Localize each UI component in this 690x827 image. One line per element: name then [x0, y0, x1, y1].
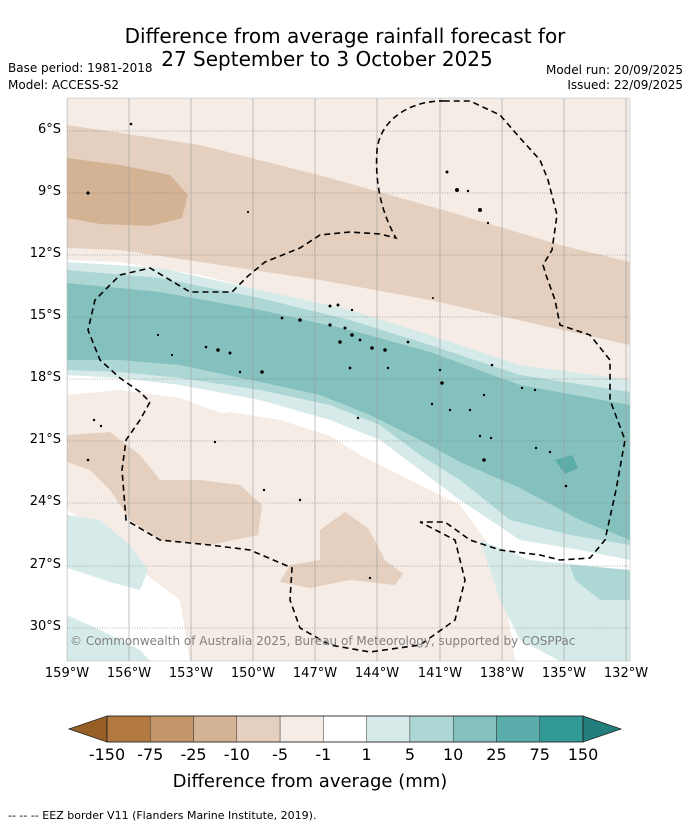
latitude-label: 12°S	[29, 246, 61, 261]
dry-patch-south-center	[280, 512, 403, 588]
dry-band-north-moderate	[67, 125, 630, 345]
legend-arrow-high	[582, 715, 623, 743]
longitude-label: 138°W	[479, 666, 525, 681]
longitude-label: 156°W	[106, 666, 152, 681]
model-label: Model: ACCESS-S2	[8, 78, 120, 92]
islands	[86, 122, 568, 580]
legend-tick-label: 150	[567, 745, 599, 764]
latitude-label: 27°S	[29, 557, 61, 572]
latitude-label: 15°S	[29, 308, 61, 323]
legend-bin	[496, 715, 540, 743]
longitude-label: 147°W	[292, 666, 338, 681]
latitude-label: 30°S	[29, 619, 61, 634]
legend-bin	[539, 715, 584, 743]
legend-bin	[279, 715, 324, 743]
legend-bin	[193, 715, 238, 743]
map-title-line1: Difference from average rainfall forecas…	[124, 24, 566, 48]
legend-tick-label: 25	[486, 745, 507, 764]
copyright-notice: © Commonwealth of Australia 2025, Bureau…	[70, 634, 576, 648]
longitude-label: 135°W	[541, 666, 587, 681]
longitude-label: 132°W	[603, 666, 649, 681]
legend-tick-label: -1	[315, 745, 332, 764]
map-panel	[67, 98, 630, 661]
issued-label: Issued: 22/09/2025	[567, 78, 683, 92]
map-frame	[66, 97, 631, 662]
longitude-gridlines	[67, 98, 627, 661]
legend-title: Difference from average (mm)	[172, 771, 448, 792]
legend-bin	[452, 715, 497, 743]
map-title-line2: 27 September to 3 October 2025	[161, 47, 493, 71]
legend-tick-label: -75	[137, 745, 164, 764]
legend-bin	[106, 715, 151, 743]
legend-tick-label: 75	[529, 745, 550, 764]
legend-colorbar	[67, 715, 623, 743]
latitude-label: 24°S	[29, 494, 61, 509]
wet-core-spot	[555, 455, 578, 474]
dry-patch-south-moderate	[67, 432, 262, 545]
legend-tick-label: -150	[88, 745, 126, 764]
base-period-label: Base period: 1981-2018	[8, 61, 153, 75]
legend-bin	[366, 715, 411, 743]
legend-tick-label: -10	[223, 745, 250, 764]
legend-tick-label: -25	[180, 745, 207, 764]
longitude-label: 144°W	[354, 666, 400, 681]
wet-band-core	[67, 283, 630, 540]
longitude-label: 159°W	[44, 666, 90, 681]
wet-patch-southeast-mid	[570, 565, 630, 600]
dry-patch-southwest	[67, 390, 515, 661]
legend-tick-label: -5	[272, 745, 289, 764]
longitude-label: 150°W	[230, 666, 276, 681]
latitude-label: 18°S	[29, 370, 61, 385]
legend-bar-frame	[106, 715, 584, 743]
eez-border	[87, 100, 626, 653]
eez-border-legend: -- -- -- EEZ border V11 (Flanders Marine…	[8, 809, 317, 822]
dry-core-northwest	[67, 158, 188, 226]
latitude-label: 21°S	[29, 432, 61, 447]
legend-arrow-low	[67, 715, 108, 743]
model-run-label: Model run: 20/09/2025	[545, 63, 683, 77]
legend-tick-label: 5	[404, 745, 415, 764]
longitude-label: 153°W	[168, 666, 214, 681]
legend-bin	[236, 715, 281, 743]
longitude-label: 141°W	[417, 666, 463, 681]
legend-tick-label: 10	[442, 745, 464, 764]
legend-tick-label: 1	[361, 745, 372, 764]
legend-bin	[323, 715, 367, 743]
wet-patch-southwest	[67, 515, 148, 590]
legend-bin	[150, 715, 194, 743]
latitude-label: 6°S	[37, 122, 61, 137]
latitude-label: 9°S	[37, 184, 61, 199]
legend-bin	[409, 715, 454, 743]
